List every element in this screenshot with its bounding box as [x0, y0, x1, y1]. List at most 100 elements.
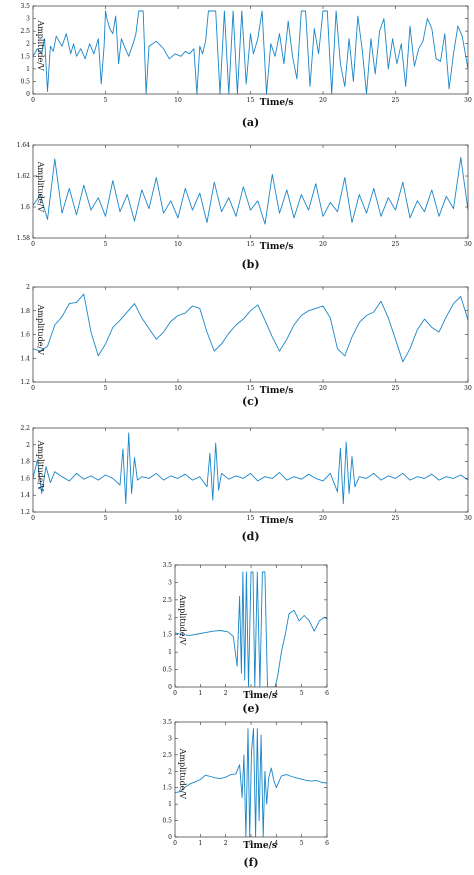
y-tick-label: 2	[26, 442, 30, 449]
x-tick-label: 3	[249, 840, 253, 847]
y-tick-label: 0.5	[162, 667, 172, 674]
y-tick-label: 1.6	[20, 204, 30, 211]
x-tick-label: 15	[247, 97, 255, 104]
x-tick-label: 15	[247, 241, 255, 248]
x-tick-label: 15	[247, 515, 255, 522]
y-tick-label: 1.62	[17, 173, 31, 180]
x-tick-label: 10	[174, 97, 182, 104]
x-tick-label: 0	[31, 97, 35, 104]
y-tick-label: 1.4	[20, 492, 30, 499]
y-tick-label: 1	[168, 801, 172, 808]
y-tick-label: 1.5	[162, 785, 172, 792]
panel-caption: (f)	[243, 856, 258, 869]
x-axis-label: Time/s	[243, 841, 277, 851]
x-tick-label: 10	[174, 241, 182, 248]
y-axis-label: Amplitude/V	[178, 594, 187, 646]
x-tick-label: 10	[174, 385, 182, 392]
panel-caption: (a)	[242, 116, 260, 129]
y-tick-label: 0	[168, 834, 172, 841]
x-tick-label: 15	[247, 385, 255, 392]
y-tick-label: 1.5	[20, 53, 30, 60]
x-tick-label: 2	[224, 840, 228, 847]
chart-3: 0 5 10 15 20 25 30 1.2 1.4 1.6 1.8 2 2.2 Time/s Amplit…	[20, 425, 472, 543]
x-tick-label: 20	[319, 241, 327, 248]
y-axis-label: Amplitude/V	[178, 748, 187, 800]
panel-caption: (b)	[241, 258, 259, 271]
x-tick-label: 4	[274, 840, 278, 847]
x-axis-label: Time/s	[260, 516, 294, 526]
chart-2: 0 5 10 15 20 25 30 1.2 1.4 1.6 1.8 2 Time/s Amplitude…	[20, 284, 472, 408]
x-tick-label: 10	[174, 515, 182, 522]
x-tick-label: 25	[392, 385, 400, 392]
y-tick-label: 2	[26, 41, 30, 48]
x-tick-label: 5	[300, 690, 304, 697]
y-tick-label: 2	[168, 614, 172, 621]
y-tick-label: 2.2	[20, 425, 30, 432]
chart-5: 0 1 2 3 4 5 6 0 0.5 1 1.5 2 2.5 3 3.5 Time/s Amplitude/V…	[162, 719, 329, 869]
y-tick-label: 2	[168, 768, 172, 775]
y-tick-label: 3	[26, 16, 30, 23]
x-tick-label: 5	[300, 840, 304, 847]
x-tick-label: 25	[392, 241, 400, 248]
y-tick-label: 1	[26, 66, 30, 73]
series-line	[33, 10, 468, 94]
y-tick-label: 1.5	[162, 632, 172, 639]
y-axis-label: Amplitude/V	[36, 304, 45, 356]
x-tick-label: 3	[249, 690, 253, 697]
axes-box	[32, 5, 469, 95]
x-tick-label: 4	[274, 690, 278, 697]
y-tick-label: 1.2	[20, 379, 30, 386]
chart-0: 0 5 10 15 20 25 30 0 0.5 1 1.5 2 2.5 3 3.5 Time/s Amplit…	[20, 3, 472, 129]
x-tick-label: 0	[173, 840, 177, 847]
panel-caption: (c)	[242, 395, 259, 408]
series-line	[175, 571, 327, 687]
x-tick-label: 20	[319, 515, 327, 522]
series-line	[33, 432, 468, 505]
x-axis-label: Time/s	[243, 691, 277, 701]
y-tick-label: 1	[168, 649, 172, 656]
x-tick-label: 0	[31, 385, 35, 392]
x-tick-label: 30	[464, 97, 472, 104]
x-tick-label: 0	[173, 690, 177, 697]
x-tick-label: 25	[392, 97, 400, 104]
y-tick-label: 1.8	[20, 308, 30, 315]
series-line	[33, 156, 468, 225]
panel-caption: (e)	[242, 702, 259, 715]
x-tick-label: 30	[464, 515, 472, 522]
series-line	[33, 293, 468, 363]
x-tick-label: 30	[464, 241, 472, 248]
x-tick-label: 5	[104, 515, 108, 522]
y-tick-label: 3.5	[20, 3, 30, 10]
y-tick-label: 1.64	[17, 142, 31, 149]
x-tick-label: 6	[325, 840, 329, 847]
y-tick-label: 1.8	[20, 459, 30, 466]
x-tick-label: 30	[464, 385, 472, 392]
y-tick-label: 1.2	[20, 509, 30, 516]
x-tick-label: 20	[319, 385, 327, 392]
y-axis-label: Amplitude/V	[36, 161, 45, 213]
axes-box	[32, 286, 469, 383]
chart-4: 0 1 2 3 4 5 6 0 0.5 1 1.5 2 2.5 3 3.5 Time/s Amplitude/V…	[162, 562, 329, 715]
x-tick-label: 1	[198, 840, 202, 847]
y-tick-label: 1.6	[20, 475, 30, 482]
x-tick-label: 6	[325, 690, 329, 697]
y-tick-label: 0.5	[162, 818, 172, 825]
y-tick-label: 1.6	[20, 332, 30, 339]
y-tick-label: 3	[168, 579, 172, 586]
y-tick-label: 2	[26, 284, 30, 291]
x-axis-label: Time/s	[260, 98, 294, 108]
y-tick-label: 2.5	[20, 28, 30, 35]
x-axis-label: Time/s	[260, 386, 294, 396]
x-tick-label: 5	[104, 97, 108, 104]
y-tick-label: 3	[168, 735, 172, 742]
axes-box	[32, 144, 469, 239]
x-tick-label: 5	[104, 241, 108, 248]
y-tick-label: 1.58	[17, 235, 31, 242]
y-tick-label: 1.4	[20, 355, 30, 362]
x-tick-label: 5	[104, 385, 108, 392]
axes-box	[32, 427, 469, 513]
y-tick-label: 2.5	[162, 597, 172, 604]
y-tick-label: 3.5	[162, 562, 172, 569]
x-tick-label: 20	[319, 97, 327, 104]
y-tick-label: 3.5	[162, 719, 172, 726]
